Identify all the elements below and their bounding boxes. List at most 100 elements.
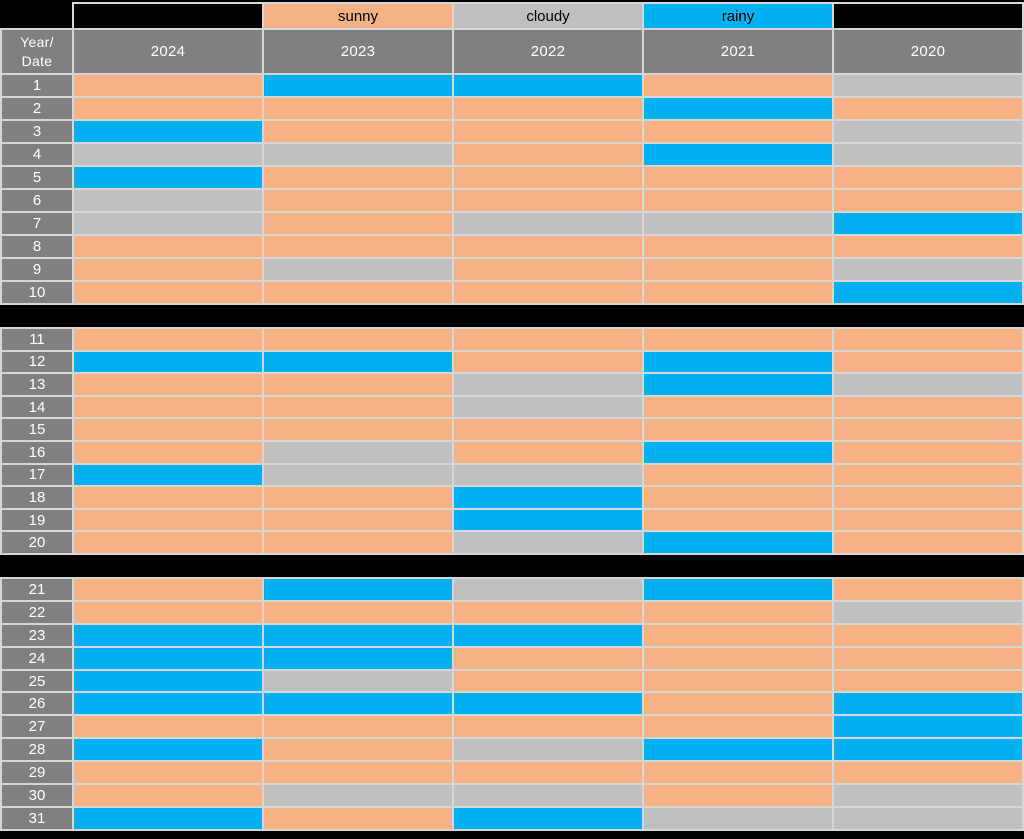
weather-cell-2022-day-27 (454, 716, 642, 738)
year-header-2022: 2022 (454, 30, 642, 73)
weather-cell-2022-day-23 (454, 624, 642, 646)
weather-cell-2021-day-26 (644, 693, 832, 715)
weather-cell-2024-day-4 (74, 144, 262, 165)
date-cell-30: 30 (2, 785, 72, 806)
weather-cell-2024-day-16 (74, 441, 262, 463)
weather-cell-2021-day-20 (644, 532, 832, 553)
weather-cell-2021-day-12 (644, 351, 832, 373)
weather-cell-2022-day-2 (454, 98, 642, 119)
weather-cell-2024-day-21 (74, 579, 262, 600)
weather-cell-2021-day-16 (644, 441, 832, 463)
weather-cell-2023-day-25 (264, 670, 452, 692)
legend-label-rainy: rainy (721, 7, 755, 25)
date-cell-18: 18 (2, 487, 72, 508)
weather-cell-2020-day-27 (834, 716, 1022, 738)
weather-cell-2022-day-21 (454, 579, 642, 600)
weather-cell-2020-day-14 (834, 396, 1022, 418)
weather-cell-2020-day-29 (834, 762, 1022, 784)
weather-cell-2023-day-16 (264, 441, 452, 463)
weather-cell-2020-day-22 (834, 601, 1022, 623)
weather-cell-2021-day-30 (644, 785, 832, 806)
weather-cell-2024-day-31 (74, 807, 262, 829)
weather-cell-2024-day-12 (74, 351, 262, 373)
weather-cell-2024-day-18 (74, 487, 262, 508)
weather-cell-2024-day-20 (74, 532, 262, 553)
date-cell-14: 14 (2, 396, 72, 418)
legend-filler-right (834, 4, 1022, 28)
weather-table-section-1: sunny cloudy rainy Year/ Date 2024 2023 20… (0, 2, 1024, 305)
weather-cell-2022-day-9 (454, 259, 642, 280)
weather-cell-2020-day-21 (834, 579, 1022, 600)
weather-cell-2021-day-4 (644, 144, 832, 165)
weather-cell-2020-day-30 (834, 785, 1022, 806)
weather-cell-2021-day-2 (644, 98, 832, 119)
weather-cell-2022-day-1 (454, 75, 642, 96)
weather-cell-2020-day-13 (834, 374, 1022, 395)
weather-cell-2023-day-3 (264, 121, 452, 142)
weather-cell-2020-day-20 (834, 532, 1022, 553)
weather-cell-2023-day-22 (264, 601, 452, 623)
weather-cell-2023-day-7 (264, 213, 452, 234)
weather-cell-2020-day-15 (834, 419, 1022, 440)
legend-item-cloudy: cloudy (454, 4, 642, 28)
weather-cell-2022-day-4 (454, 144, 642, 165)
weather-cell-2022-day-20 (454, 532, 642, 553)
weather-cell-2020-day-5 (834, 167, 1022, 188)
date-cell-2: 2 (2, 98, 72, 119)
weather-cell-2022-day-29 (454, 762, 642, 784)
date-cell-6: 6 (2, 190, 72, 211)
weather-cell-2022-day-22 (454, 601, 642, 623)
legend-label-sunny: sunny (337, 7, 379, 25)
weather-cell-2023-day-29 (264, 762, 452, 784)
weather-cell-2020-day-8 (834, 236, 1022, 257)
weather-cell-2024-day-27 (74, 716, 262, 738)
weather-cell-2024-day-11 (74, 329, 262, 350)
weather-cell-2023-day-12 (264, 351, 452, 373)
weather-cell-2024-day-25 (74, 670, 262, 692)
weather-cell-2021-day-15 (644, 419, 832, 440)
weather-cell-2024-day-22 (74, 601, 262, 623)
weather-cell-2021-day-23 (644, 624, 832, 646)
weather-cell-2021-day-24 (644, 647, 832, 669)
weather-cell-2023-day-10 (264, 282, 452, 303)
weather-cell-2020-day-25 (834, 670, 1022, 692)
date-cell-9: 9 (2, 259, 72, 280)
weather-cell-2024-day-24 (74, 647, 262, 669)
weather-cell-2020-day-11 (834, 329, 1022, 350)
weather-cell-2021-day-25 (644, 670, 832, 692)
date-cell-21: 21 (2, 579, 72, 600)
weather-cell-2021-day-5 (644, 167, 832, 188)
weather-cell-2023-day-17 (264, 464, 452, 486)
date-cell-4: 4 (2, 144, 72, 165)
weather-cell-2020-day-19 (834, 509, 1022, 531)
weather-cell-2023-day-21 (264, 579, 452, 600)
weather-cell-2024-day-28 (74, 739, 262, 761)
date-cell-7: 7 (2, 213, 72, 234)
weather-cell-2024-day-8 (74, 236, 262, 257)
date-cell-24: 24 (2, 647, 72, 669)
weather-cell-2020-day-7 (834, 213, 1022, 234)
weather-cell-2023-day-18 (264, 487, 452, 508)
weather-cell-2021-day-9 (644, 259, 832, 280)
weather-cell-2022-day-15 (454, 419, 642, 440)
year-header-2021: 2021 (644, 30, 832, 73)
weather-cell-2024-day-9 (74, 259, 262, 280)
weather-cell-2023-day-4 (264, 144, 452, 165)
date-cell-28: 28 (2, 739, 72, 761)
weather-cell-2024-day-14 (74, 396, 262, 418)
corner-black-patch (0, 2, 72, 28)
weather-cell-2022-day-31 (454, 807, 642, 829)
weather-cell-2021-day-22 (644, 601, 832, 623)
corner-header-year-date: Year/ Date (2, 30, 72, 73)
weather-cell-2023-day-23 (264, 624, 452, 646)
weather-cell-2024-day-29 (74, 762, 262, 784)
date-cell-8: 8 (2, 236, 72, 257)
weather-cell-2020-day-24 (834, 647, 1022, 669)
weather-cell-2020-day-23 (834, 624, 1022, 646)
weather-cell-2023-day-9 (264, 259, 452, 280)
legend-label-cloudy: cloudy (526, 7, 570, 25)
date-cell-15: 15 (2, 419, 72, 440)
weather-cell-2021-day-10 (644, 282, 832, 303)
weather-cell-2022-day-12 (454, 351, 642, 373)
